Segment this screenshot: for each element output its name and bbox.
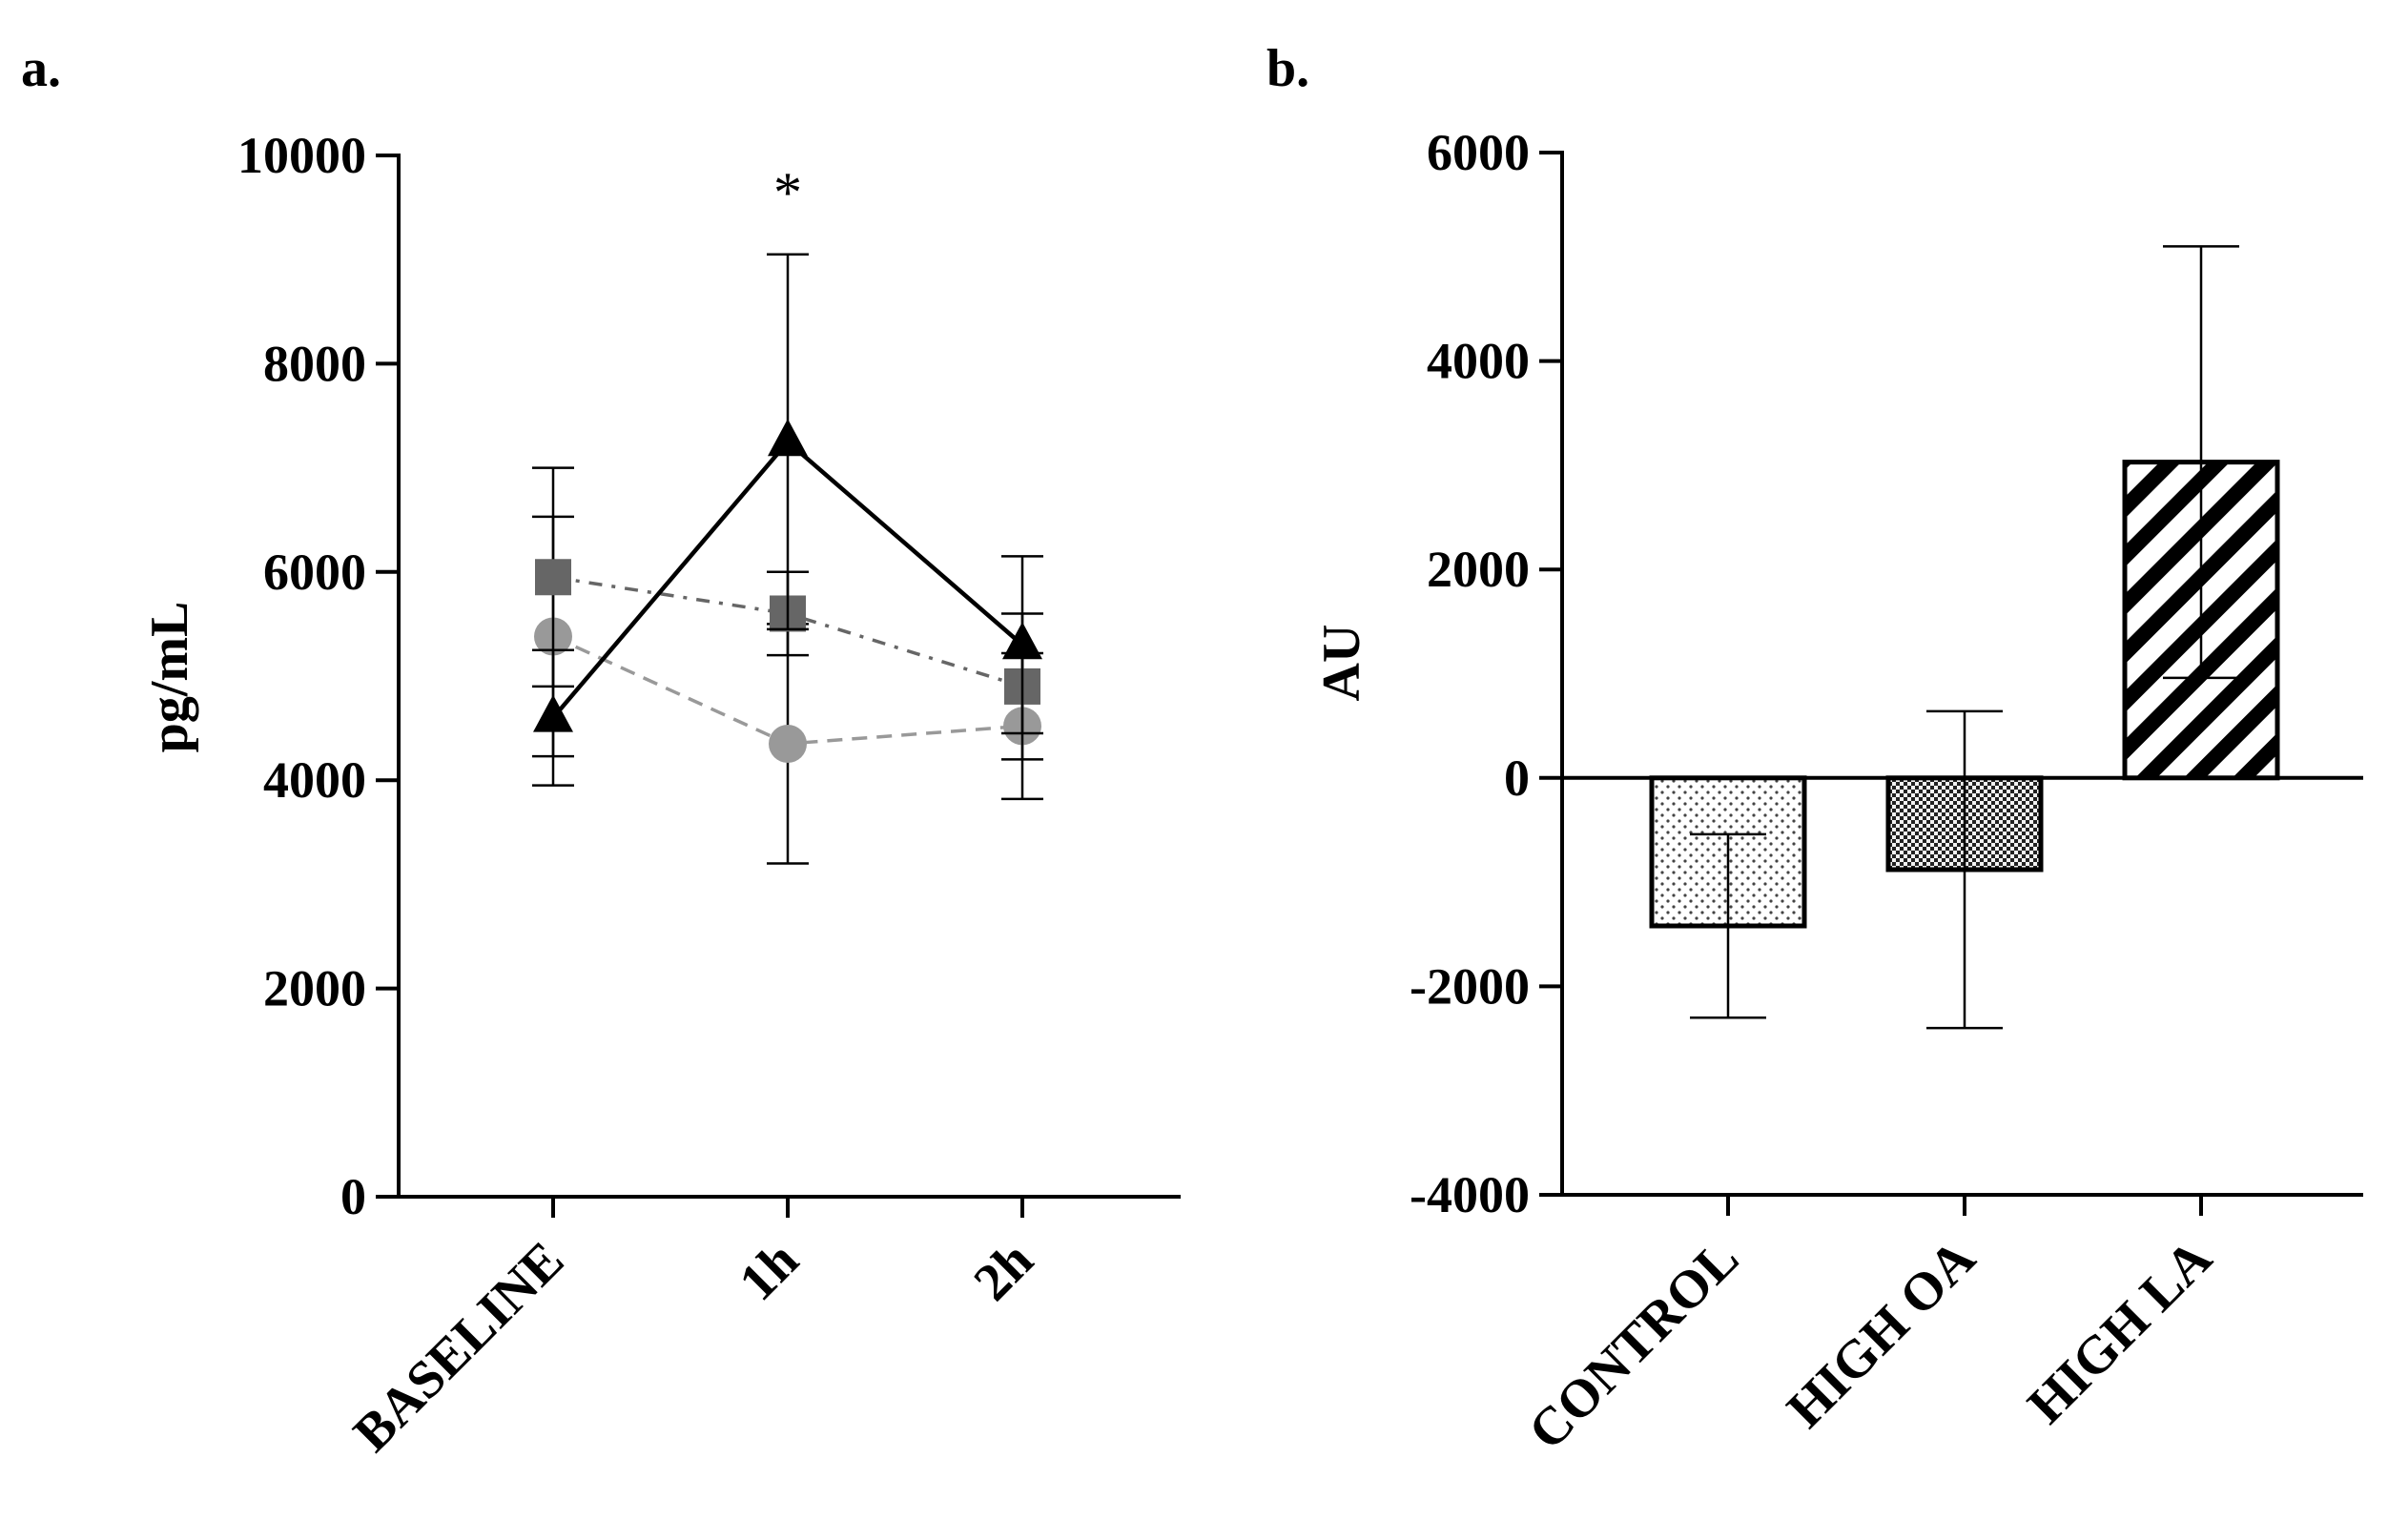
panel-a-x-tick-label: 1h xyxy=(729,1230,811,1312)
panel-b-y-tick-label: 2000 xyxy=(1427,541,1530,598)
panel-a-y-tick-label: 6000 xyxy=(263,544,366,601)
panel-b-x-tick-label: HIGH OA xyxy=(1776,1228,1987,1439)
panel-b-y-tick-label: -4000 xyxy=(1410,1166,1530,1223)
data-point-circle xyxy=(769,724,807,763)
panel-a-label: a. xyxy=(21,39,61,98)
data-point-triangle xyxy=(533,694,573,732)
panel-b-y-tick-label: 0 xyxy=(1504,749,1530,807)
panel-a-x-tick-label: 2h xyxy=(963,1230,1045,1312)
panel-b-label: b. xyxy=(1266,39,1309,98)
panel-a-y-tick-label: 2000 xyxy=(263,960,366,1017)
panel-b-x-tick-label: CONTROL xyxy=(1517,1228,1750,1461)
panel-a-x-tick-label: BASELINE xyxy=(342,1230,575,1463)
panel-a-line-chart: a. pg/mL 0 2000 4000 6000 8000 10000 BASELINE 1… xyxy=(21,39,1181,1463)
panel-b-y-tick-label: 6000 xyxy=(1427,124,1530,181)
panel-a-y-axis-title: pg/mL xyxy=(140,602,199,753)
panel-b-y-tick-label: 4000 xyxy=(1427,333,1530,390)
data-point-triangle xyxy=(1002,622,1042,660)
panel-a-y-tick-label: 8000 xyxy=(263,335,366,392)
panel-a-y-tick-label: 4000 xyxy=(263,751,366,809)
panel-a-y-tick-label: 10000 xyxy=(237,127,366,184)
panel-b-x-tick-label: HIGH LA xyxy=(2017,1228,2224,1435)
panel-a-y-tick-label: 0 xyxy=(340,1168,366,1225)
significance-asterisk: * xyxy=(773,161,802,224)
data-point-triangle xyxy=(768,419,808,457)
series-line-square xyxy=(552,575,1023,688)
panel-b-y-axis-title: AU xyxy=(1312,625,1371,702)
panel-b-y-tick-label: -2000 xyxy=(1410,957,1530,1015)
data-point-square xyxy=(535,559,571,596)
